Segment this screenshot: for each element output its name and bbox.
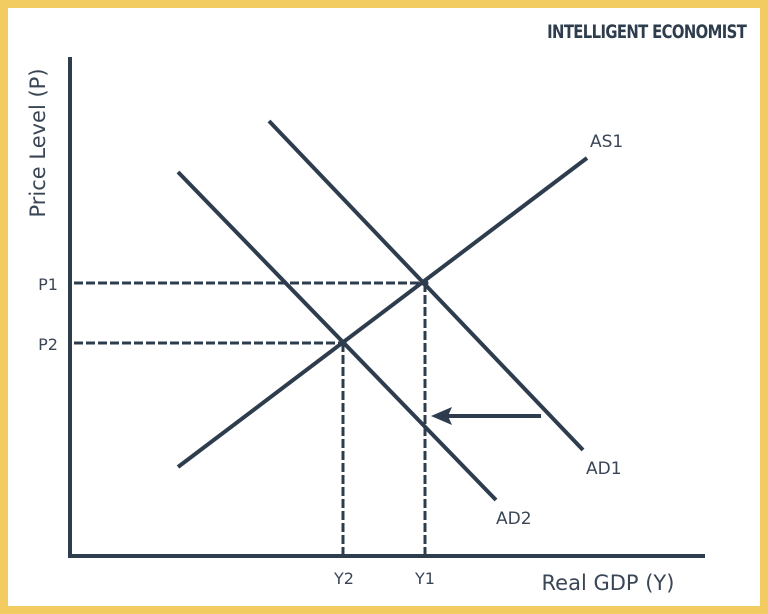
x-axis-label: Real GDP (Y) [542,571,675,595]
y-tick-p1: P1 [38,275,58,294]
equilibrium-point-1 [421,279,429,287]
equilibrium-point-2 [339,339,347,347]
as1-curve [176,156,589,469]
y-axis-label: Price Level (P) [26,68,50,217]
brand-logo-text: INTELLIGENT ECONOMIST [546,21,747,43]
ad2-label: AD2 [496,509,532,529]
ad1-label: AD1 [586,459,622,479]
x-tick-y2: Y2 [333,569,354,588]
y-tick-p2: P2 [38,335,58,354]
shift-arrow-head-icon [431,407,452,425]
x-tick-y1: Y1 [414,569,435,588]
chart-canvas: INTELLIGENT ECONOMIST [8,8,760,606]
as1-label: AS1 [590,132,623,152]
ad2-curve [176,170,498,502]
